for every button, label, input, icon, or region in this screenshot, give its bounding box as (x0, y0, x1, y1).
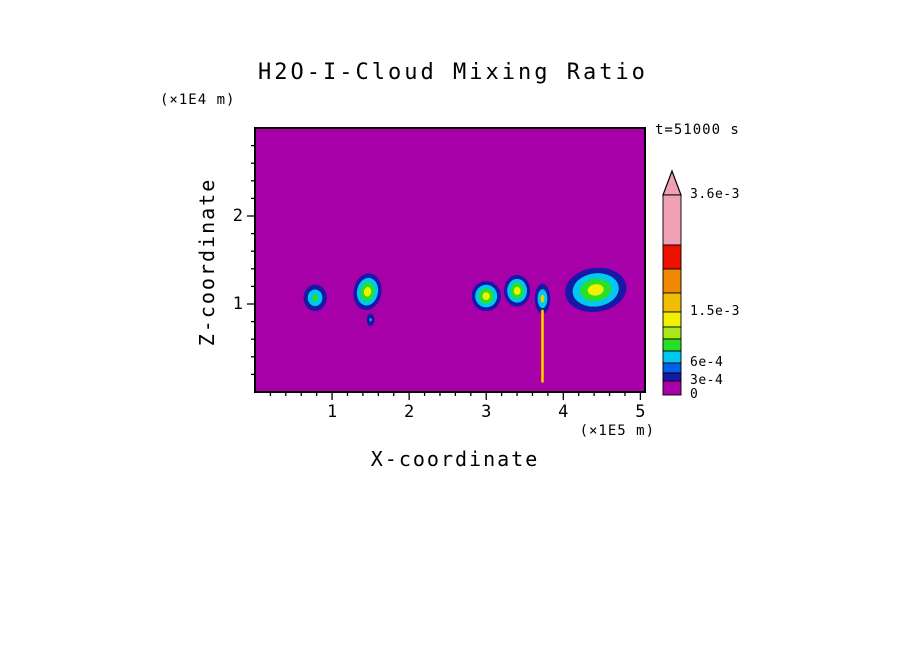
colorbar-segment (662, 326, 682, 340)
colorbar-segment (662, 338, 682, 352)
colorbar-segment (662, 194, 682, 246)
time-annotation: t=51000 s (655, 122, 740, 138)
colorbar-segment (662, 350, 682, 364)
colorbar-segment (662, 244, 682, 270)
y-axis-unit: (×1E4 m) (160, 92, 236, 108)
cloud-blob-layer (513, 286, 521, 295)
cloud-blob-layer (363, 286, 372, 297)
colorbar-label: 3.6e-3 (690, 187, 740, 202)
colorbar-segment (662, 311, 682, 328)
colorbar-label: 1.5e-3 (690, 304, 740, 319)
cloud-blob-layer (587, 284, 604, 296)
plot-area (247, 127, 646, 400)
plot-frame (254, 127, 646, 393)
features-group (303, 267, 627, 383)
y-tick-label: 2 (232, 206, 243, 226)
cloud-blob-layer (369, 318, 372, 322)
colorbar-label: 0 (690, 387, 699, 402)
x-tick-label: 2 (404, 402, 415, 422)
colorbar-label: 3e-4 (690, 373, 724, 388)
cloud-blob-layer (540, 294, 545, 303)
colorbar-segment (662, 268, 682, 294)
x-tick-label: 5 (635, 402, 646, 422)
y-tick-label: 1 (232, 294, 243, 314)
x-tick-label: 4 (558, 402, 569, 422)
cloud-blob-layer (482, 292, 490, 300)
colorbar (662, 169, 682, 396)
colorbar-label: 6e-4 (690, 355, 724, 370)
x-axis-label: X-coordinate (370, 447, 540, 471)
colorbar-segment (662, 380, 682, 396)
colorbar-segment (662, 292, 682, 313)
x-tick-label: 1 (326, 402, 338, 422)
colorbar-segment (662, 372, 682, 382)
colorbar-overflow-arrow (662, 169, 682, 196)
colorbar-segment (662, 362, 682, 374)
x-tick-label: 3 (481, 402, 492, 422)
chart-title: H2O-I-Cloud Mixing Ratio (258, 60, 648, 85)
y-axis-label: Z-coordinate (195, 177, 219, 347)
cloud-blob-layer (312, 294, 319, 302)
plot-background (255, 128, 645, 392)
x-axis-unit: (×1E5 m) (579, 423, 655, 439)
